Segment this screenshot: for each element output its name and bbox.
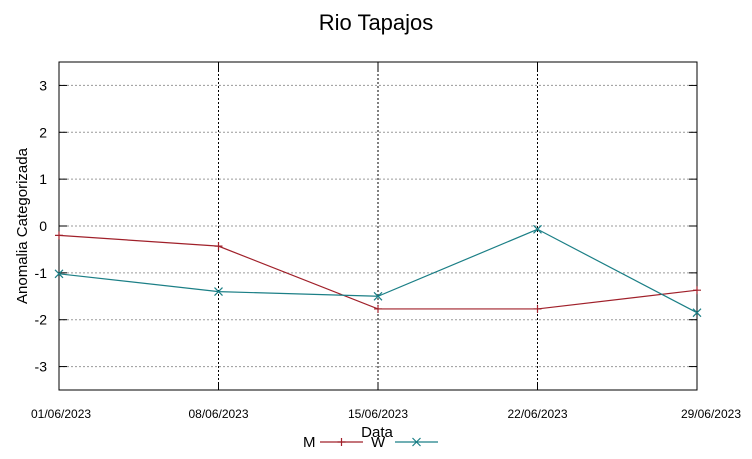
plus-marker	[693, 286, 701, 295]
cross-marker	[692, 308, 702, 318]
cross-marker	[54, 269, 64, 279]
plus-marker	[337, 438, 346, 446]
y-axis: 3 2 1 0 -1 -2 -3	[35, 77, 697, 375]
y-tick-label: -3	[35, 359, 48, 375]
x-axis: 01/06/2023 08/06/2023 15/06/2023 22/06/2023…	[31, 62, 741, 421]
x-tick-label: 29/06/2023	[681, 407, 741, 421]
y-tick-label: 2	[39, 124, 47, 140]
cross-marker	[412, 437, 421, 447]
cross-marker	[533, 224, 542, 234]
x-tick-label: 22/06/2023	[507, 407, 567, 421]
y-tick-label: -1	[35, 265, 48, 281]
chart-title: Rio Tapajos	[319, 10, 434, 35]
x-tick-label: 01/06/2023	[31, 407, 91, 421]
y-tick-label: 1	[39, 171, 47, 187]
y-tick-label: 3	[39, 77, 47, 93]
y-axis-label: Anomalia Categorizada	[14, 147, 31, 304]
plus-marker	[55, 231, 63, 240]
x-tick-label: 08/06/2023	[188, 407, 248, 421]
x-tick-label: 15/06/2023	[348, 407, 408, 421]
grid-lines	[59, 62, 697, 390]
plus-marker	[533, 304, 542, 313]
plus-marker	[374, 304, 382, 313]
legend-label-w: W	[371, 434, 386, 451]
x-axis-label: Data	[361, 424, 393, 441]
cross-marker	[214, 287, 223, 297]
legend-label-m: M	[303, 434, 316, 451]
cross-marker	[373, 291, 383, 301]
series-group	[54, 224, 702, 318]
y-tick-label: -2	[35, 312, 48, 328]
plus-marker	[214, 242, 223, 251]
y-tick-label: 0	[39, 218, 47, 234]
